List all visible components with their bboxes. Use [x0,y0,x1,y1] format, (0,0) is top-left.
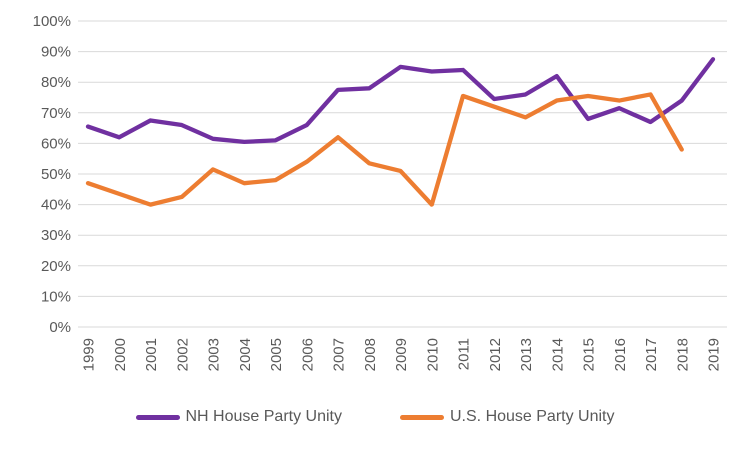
x-axis-tick-label: 2009 [393,338,410,371]
legend-label: U.S. House Party Unity [450,408,615,425]
x-axis-tick-label: 2007 [331,338,348,371]
x-axis-tick-label: 2019 [706,338,723,371]
y-axis-tick-label: 30% [41,227,71,244]
y-axis-tick-label: 20% [41,258,71,275]
x-axis-tick-label: 2016 [612,338,629,371]
y-axis-tick-label: 80% [41,74,71,91]
y-axis-tick-label: 0% [49,319,71,336]
x-axis-tick-label: 2002 [174,338,191,371]
legend-item-nh-house: NH House Party Unity [135,408,343,426]
x-axis-tick-label: 2001 [143,338,160,371]
x-axis-tick-label: 1999 [81,338,98,371]
x-axis-tick-label: 2008 [362,338,379,371]
chart-legend: NH House Party Unity U.S. House Party Un… [0,408,750,426]
legend-line-swatch-orange [400,414,444,420]
y-axis-tick-label: 100% [33,13,71,30]
x-axis-tick-label: 2003 [206,338,223,371]
y-axis-tick-label: 70% [41,105,71,122]
x-axis-tick-label: 2005 [268,338,285,371]
legend-label: NH House Party Unity [185,408,343,425]
x-axis-tick-label: 2000 [112,338,129,371]
y-axis-tick-label: 60% [41,135,71,152]
x-axis-tick-label: 2014 [549,338,566,371]
x-axis-tick-label: 2012 [487,338,504,371]
x-axis-tick-label: 2010 [424,338,441,371]
x-axis-tick-label: 2006 [299,338,316,371]
y-axis-tick-label: 40% [41,197,71,214]
x-axis-tick-label: 2013 [518,338,535,371]
x-axis-tick-label: 2017 [643,338,660,371]
y-axis-tick-label: 90% [41,44,71,61]
y-axis-tick-label: 50% [41,166,71,183]
data-line-series-0 [85,57,716,145]
legend-item-us-house: U.S. House Party Unity [400,408,615,426]
x-axis-tick-label: 2015 [581,338,598,371]
x-axis-tick-label: 2018 [674,338,691,371]
x-axis-tick-label: 2004 [237,338,254,371]
y-axis-tick-label: 10% [41,288,71,305]
x-axis-tick-label: 2011 [456,338,473,370]
legend-line-swatch-purple [135,414,180,420]
data-line-series-1 [85,92,684,207]
